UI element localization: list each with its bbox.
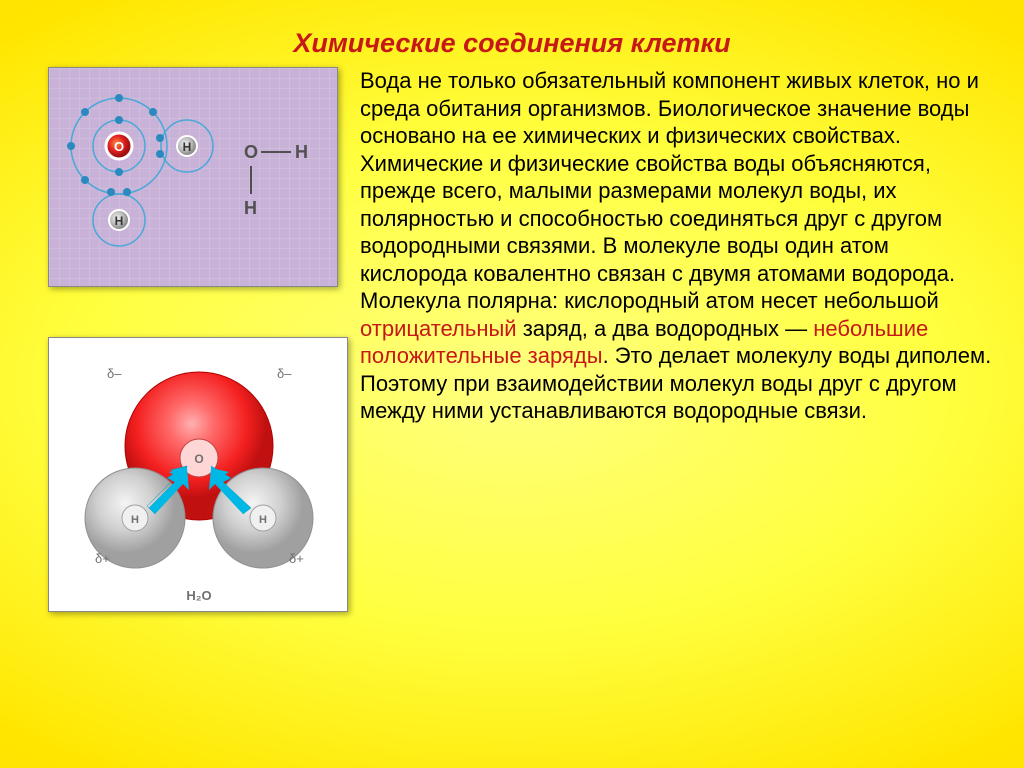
body-text: Вода не только обязательный компонент жи… <box>348 67 1000 612</box>
h-right-label: H <box>259 514 267 526</box>
diagram-bohr-h2o: O H H O H H <box>48 67 338 287</box>
text-run: отрицательный <box>360 316 517 341</box>
label-H-top: H <box>183 140 192 154</box>
content-row: O H H O H H <box>0 67 1024 612</box>
svg-text:H: H <box>295 142 308 162</box>
svg-text:H: H <box>244 198 257 218</box>
delta-plus-left: δ+ <box>95 551 110 566</box>
o-core-label: O <box>194 452 203 466</box>
page-title: Химические соединения клетки <box>0 0 1024 67</box>
text-run: Химические и физические свойства воды об… <box>360 151 955 286</box>
delta-plus-right: δ+ <box>289 551 304 566</box>
diagram-column: O H H O H H <box>48 67 348 612</box>
text-run: заряд, а два водородных — <box>517 316 814 341</box>
svg-text:O: O <box>244 142 258 162</box>
formula-h2o: H₂O <box>186 588 211 603</box>
delta-minus-right: δ– <box>277 366 292 381</box>
text-run: Вода не только обязательный компонент жи… <box>360 68 979 148</box>
label-O: O <box>114 139 124 154</box>
diagram-dipole-h2o: δ– δ– O H H <box>48 337 348 612</box>
text-run: Молекула полярна: кислородный атом несет… <box>360 288 939 313</box>
label-H-bottom: H <box>115 214 124 228</box>
h-left-label: H <box>131 514 139 526</box>
delta-minus-left: δ– <box>107 366 122 381</box>
